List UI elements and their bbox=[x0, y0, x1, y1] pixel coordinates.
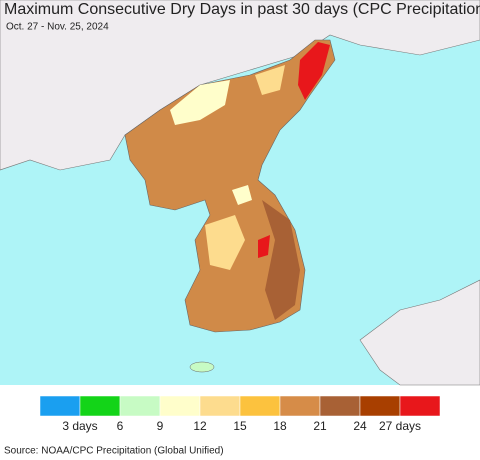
legend-label: 15 bbox=[233, 419, 247, 433]
source: Source: NOAA/CPC Precipitation (Global U… bbox=[4, 446, 224, 457]
subtitle: Oct. 27 - Nov. 25, 2024 bbox=[6, 22, 109, 33]
legend-swatch bbox=[119, 395, 161, 417]
legend-label: 21 bbox=[313, 419, 327, 433]
mainland bbox=[0, 0, 480, 171]
legend-label: 6 bbox=[117, 419, 124, 433]
legend-label: 9 bbox=[157, 419, 164, 433]
dry-area bbox=[262, 200, 300, 320]
dry-area bbox=[205, 215, 245, 270]
legend-label: 3 days bbox=[62, 419, 97, 433]
dry-area bbox=[232, 185, 252, 205]
legend-swatch bbox=[159, 395, 201, 417]
legend-swatch bbox=[399, 395, 441, 417]
jeju bbox=[189, 361, 215, 373]
legend-swatch bbox=[279, 395, 321, 417]
legend-label: 18 bbox=[273, 419, 287, 433]
title: Maximum Consecutive Dry Days in past 30 … bbox=[4, 1, 480, 18]
japan bbox=[359, 279, 480, 386]
legend-swatch bbox=[359, 395, 401, 417]
legend-swatch bbox=[79, 395, 121, 417]
legend-label: 12 bbox=[193, 419, 207, 433]
dry-area bbox=[255, 65, 285, 95]
dry-area bbox=[170, 80, 230, 125]
legend-swatch bbox=[319, 395, 361, 417]
legend-swatch bbox=[39, 395, 81, 417]
legend-label: 27 days bbox=[379, 419, 421, 433]
dry-area bbox=[298, 42, 330, 100]
legend-swatch bbox=[239, 395, 281, 417]
legend: 3 days 6 9 12 15 18 21 24 27 days bbox=[39, 395, 441, 433]
dry-area bbox=[258, 235, 270, 258]
legend-swatch bbox=[199, 395, 241, 417]
legend-label: 24 bbox=[353, 419, 367, 433]
